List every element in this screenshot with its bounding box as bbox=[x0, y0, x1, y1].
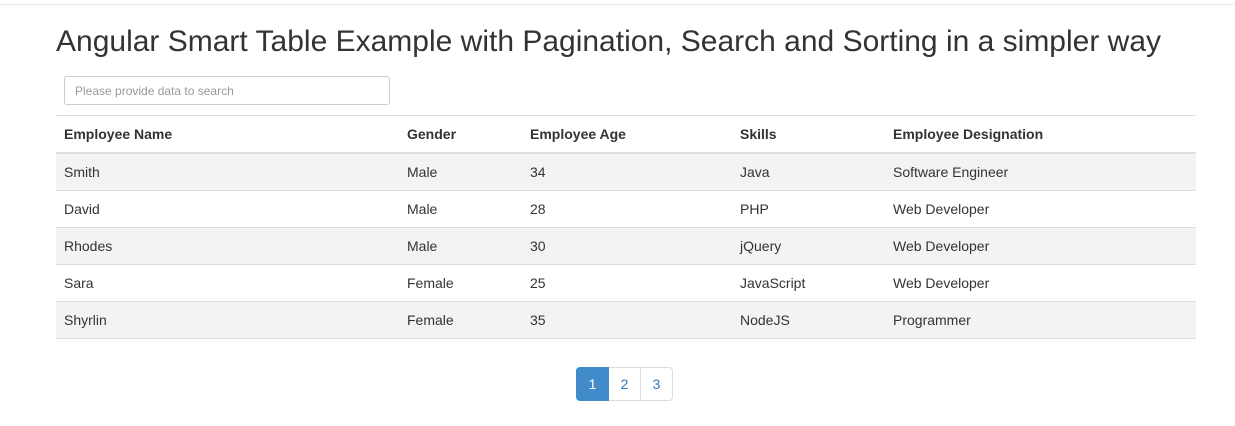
cell-employee-designation: Web Developer bbox=[885, 264, 1196, 302]
cell-gender: Male bbox=[399, 227, 522, 265]
cell-employee-age: 30 bbox=[522, 227, 732, 265]
cell-employee-designation: Web Developer bbox=[885, 190, 1196, 228]
cell-skills: PHP bbox=[732, 190, 885, 228]
table-row: Rhodes Male 30 jQuery Web Developer bbox=[56, 227, 1196, 265]
table-row: Shyrlin Female 35 NodeJS Programmer bbox=[56, 301, 1196, 339]
pagination: 1 2 3 bbox=[576, 367, 673, 401]
cell-skills: JavaScript bbox=[732, 264, 885, 302]
cell-employee-age: 35 bbox=[522, 301, 732, 339]
table-header-row: Employee Name Gender Employee Age Skills… bbox=[56, 115, 1196, 154]
page-title: Angular Smart Table Example with Paginat… bbox=[56, 25, 1162, 58]
top-divider bbox=[0, 4, 1235, 5]
cell-employee-age: 34 bbox=[522, 152, 732, 191]
table-row: David Male 28 PHP Web Developer bbox=[56, 190, 1196, 228]
cell-skills: jQuery bbox=[732, 227, 885, 265]
table-row: Smith Male 34 Java Software Engineer bbox=[56, 152, 1196, 191]
page-1-button[interactable]: 1 bbox=[576, 367, 609, 401]
cell-employee-name: David bbox=[56, 190, 399, 228]
cell-employee-designation: Programmer bbox=[885, 301, 1196, 339]
column-header-gender[interactable]: Gender bbox=[399, 115, 522, 154]
column-header-employee-age[interactable]: Employee Age bbox=[522, 115, 732, 154]
cell-gender: Male bbox=[399, 152, 522, 191]
search-input[interactable] bbox=[64, 76, 390, 105]
cell-gender: Female bbox=[399, 301, 522, 339]
cell-employee-age: 25 bbox=[522, 264, 732, 302]
cell-skills: Java bbox=[732, 152, 885, 191]
column-header-employee-designation[interactable]: Employee Designation bbox=[885, 115, 1196, 154]
cell-gender: Female bbox=[399, 264, 522, 302]
cell-employee-age: 28 bbox=[522, 190, 732, 228]
table-row: Sara Female 25 JavaScript Web Developer bbox=[56, 264, 1196, 302]
cell-employee-name: Sara bbox=[56, 264, 399, 302]
employee-table: Employee Name Gender Employee Age Skills… bbox=[56, 115, 1196, 339]
column-header-skills[interactable]: Skills bbox=[732, 115, 885, 154]
page-2-button[interactable]: 2 bbox=[608, 367, 641, 401]
cell-gender: Male bbox=[399, 190, 522, 228]
cell-employee-designation: Software Engineer bbox=[885, 152, 1196, 191]
cell-employee-designation: Web Developer bbox=[885, 227, 1196, 265]
page-3-button[interactable]: 3 bbox=[640, 367, 673, 401]
cell-employee-name: Shyrlin bbox=[56, 301, 399, 339]
cell-skills: NodeJS bbox=[732, 301, 885, 339]
cell-employee-name: Rhodes bbox=[56, 227, 399, 265]
cell-employee-name: Smith bbox=[56, 152, 399, 191]
column-header-employee-name[interactable]: Employee Name bbox=[56, 115, 399, 154]
